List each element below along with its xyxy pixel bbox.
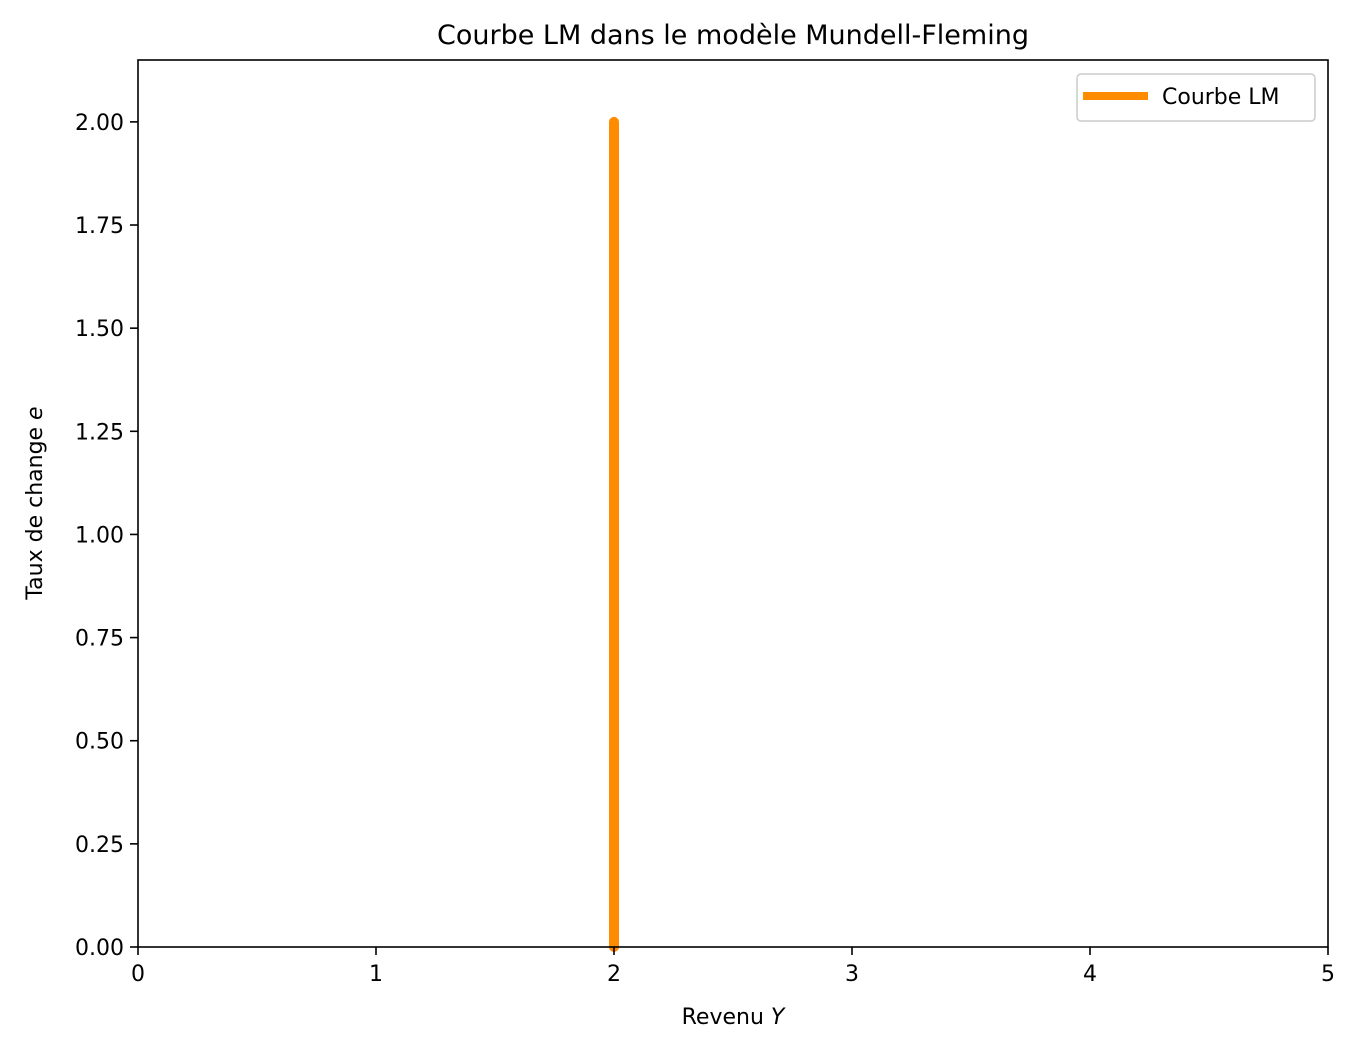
axes-frame bbox=[137, 59, 1329, 948]
legend: Courbe LM bbox=[1076, 73, 1316, 122]
x-tick-label: 2 bbox=[607, 962, 621, 987]
y-tick-label: 0.50 bbox=[75, 730, 124, 755]
chart-title: Courbe LM dans le modèle Mundell-Fleming bbox=[437, 20, 1029, 51]
plot-area bbox=[137, 59, 1329, 952]
legend-label: Courbe LM bbox=[1162, 85, 1280, 110]
x-tick-label: 4 bbox=[1083, 962, 1097, 987]
x-tick-label: 3 bbox=[845, 962, 859, 987]
y-tick-label: 1.25 bbox=[75, 420, 124, 445]
x-tick-label: 1 bbox=[369, 962, 383, 987]
y-axis-label: Taux de change e bbox=[23, 406, 48, 600]
y-tick-label: 0.25 bbox=[75, 833, 124, 858]
y-tick-label: 1.75 bbox=[75, 214, 124, 239]
y-tick-label: 0.00 bbox=[75, 936, 124, 961]
x-axis-ticks: 0 1 2 3 4 5 bbox=[131, 947, 1335, 987]
x-axis-label: Revenu Y bbox=[682, 1005, 786, 1030]
y-tick-label: 0.75 bbox=[75, 627, 124, 652]
y-tick-label: 2.00 bbox=[75, 111, 124, 136]
y-tick-label: 1.50 bbox=[75, 317, 124, 342]
x-tick-label: 5 bbox=[1321, 962, 1335, 987]
legend-box bbox=[1076, 73, 1316, 122]
y-axis-ticks: 0.00 0.25 0.50 0.75 1.00 1.25 1.50 1.75 2.00 bbox=[75, 111, 138, 961]
x-tick-label: 0 bbox=[131, 962, 145, 987]
y-tick-label: 1.00 bbox=[75, 523, 124, 548]
